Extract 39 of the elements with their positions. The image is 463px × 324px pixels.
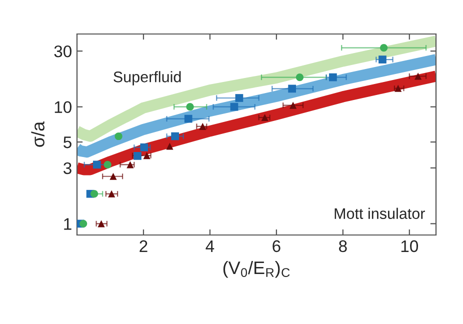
- point: [235, 94, 244, 102]
- x-tick-label: 2: [140, 240, 148, 252]
- x-axis-title: (V$_{0}$/E$_{R}$)$_{C}$: [223, 260, 290, 278]
- point: [171, 132, 179, 140]
- annotation: Superfluid: [114, 71, 181, 86]
- point: [104, 160, 112, 168]
- point: [290, 102, 297, 109]
- point: [114, 132, 122, 140]
- point: [414, 72, 422, 80]
- point: [288, 84, 296, 93]
- y-tick-label: 1: [64, 218, 72, 230]
- point: [184, 114, 192, 123]
- point: [186, 103, 194, 111]
- annotation: Mott insulator: [334, 208, 425, 219]
- point: [296, 73, 304, 82]
- y-axis-title: σ/a: [31, 121, 44, 147]
- y-tick-label: 3: [64, 162, 72, 174]
- x-tick-label: 6: [272, 240, 280, 252]
- point: [261, 114, 268, 122]
- point: [90, 190, 98, 198]
- point: [230, 102, 238, 111]
- x-tick-label: 8: [339, 240, 347, 252]
- point: [140, 143, 148, 152]
- point: [199, 122, 206, 130]
- x-tick-label: 4: [206, 240, 214, 252]
- point: [98, 220, 105, 228]
- y-tick-label: 10: [54, 101, 72, 114]
- point: [329, 73, 337, 82]
- y-tick-label: 30: [54, 45, 72, 58]
- point: [394, 84, 402, 92]
- x-tick-label: 10: [401, 240, 418, 252]
- point: [380, 44, 388, 52]
- point: [166, 142, 174, 150]
- y-tick-label: 5: [64, 136, 72, 148]
- point: [378, 56, 386, 64]
- point: [93, 160, 101, 169]
- point: [80, 220, 88, 228]
- point: [110, 172, 117, 180]
- point: [108, 190, 116, 198]
